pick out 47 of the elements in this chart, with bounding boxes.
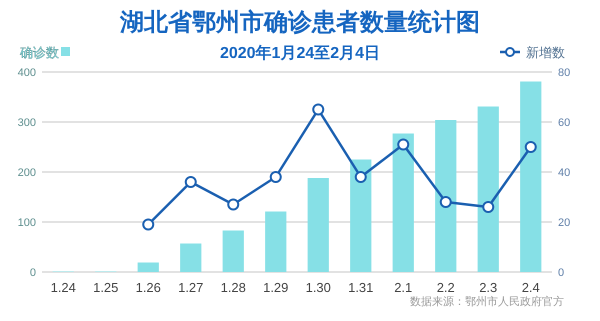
- y-tick-label: 100: [18, 216, 36, 229]
- x-tick-label: 1.26: [136, 280, 161, 295]
- point: [440, 196, 452, 208]
- y-tick-label: 400: [18, 66, 36, 79]
- bar: [520, 82, 542, 272]
- point: [397, 138, 410, 150]
- text: 确诊数: [19, 45, 59, 60]
- x-tick-label: 1.30: [306, 280, 331, 295]
- point: [184, 176, 197, 188]
- y-tick-label: 300: [18, 116, 36, 129]
- y2-tick-label: 40: [558, 166, 570, 179]
- y2-tick-label: 20: [558, 216, 570, 229]
- x-tick-label: 2.2: [436, 280, 455, 295]
- y2-tick-label: 80: [558, 66, 570, 79]
- bar: [350, 160, 372, 272]
- point: [354, 171, 367, 183]
- legend-label: 新增数: [526, 45, 565, 60]
- bar: [478, 106, 499, 272]
- y2-tick-label: 0: [558, 266, 564, 279]
- x-tick-label: 1.24: [50, 280, 76, 295]
- x-tick-label: 2.1: [394, 280, 412, 295]
- x-tick-label: 1.29: [263, 280, 288, 295]
- point: [227, 198, 240, 210]
- x-tick-label: 2.4: [522, 280, 540, 295]
- x-tick-label: 1.27: [178, 280, 204, 295]
- bar: [180, 244, 202, 272]
- x-tick-label: 1.28: [220, 280, 246, 295]
- bar: [392, 134, 414, 272]
- x-tick-label: 1.31: [348, 280, 374, 295]
- x-tick-label: 2.3: [479, 280, 498, 295]
- x-tick-label: 1.25: [93, 280, 118, 295]
- bar: [435, 120, 456, 272]
- bar: [308, 178, 329, 272]
- source-note: 数据来源：鄂州市人民政府官方: [410, 295, 564, 308]
- point: [482, 201, 494, 213]
- point: [312, 104, 324, 116]
- y-tick-label: 200: [18, 166, 36, 179]
- chart-title: 湖北省鄂州市确诊患者数量统计图: [119, 9, 480, 36]
- y-tick-label: 0: [30, 266, 36, 279]
- bar: [265, 212, 286, 272]
- bar: [138, 262, 159, 272]
- y2-tick-label: 60: [558, 116, 570, 129]
- point: [524, 141, 537, 153]
- bar: [222, 230, 244, 272]
- point: [270, 171, 282, 183]
- point: [142, 218, 154, 230]
- chart-subtitle: 2020年1月24至2月4日: [220, 44, 380, 62]
